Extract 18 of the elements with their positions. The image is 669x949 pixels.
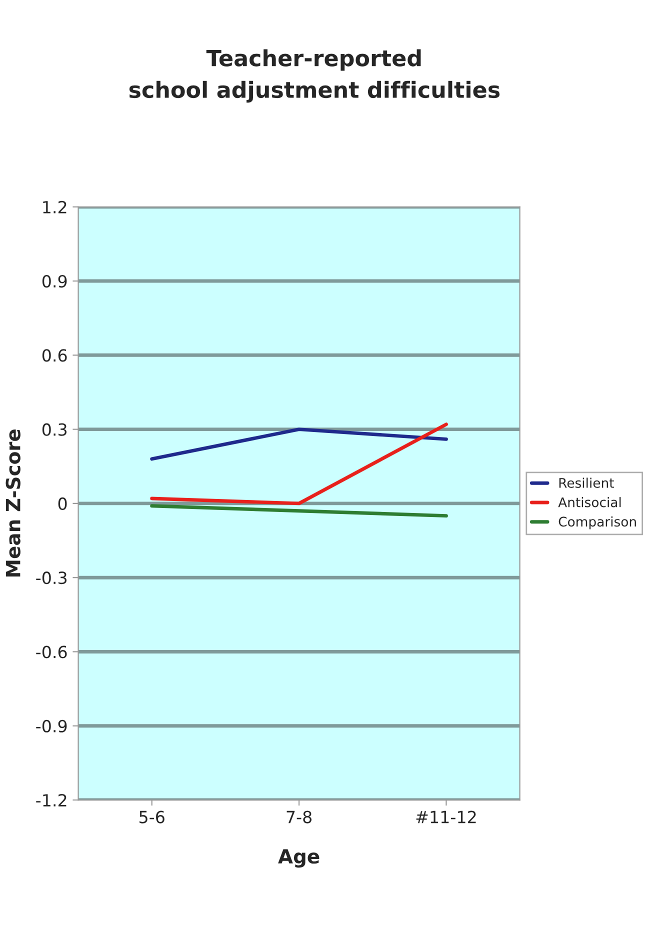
y-tick-label: -0.9 xyxy=(36,720,67,732)
y-axis-title: Mean Z-Score xyxy=(6,430,20,577)
y-tick-label: -0.3 xyxy=(36,572,67,584)
x-tick-label: #11-12 xyxy=(416,810,476,824)
legend-label: Comparison xyxy=(558,516,636,530)
y-tick-label: -0.6 xyxy=(36,646,67,658)
y-tick-label: 0.6 xyxy=(42,349,67,362)
x-tick-label: 7-8 xyxy=(286,810,312,824)
x-axis-title: Age xyxy=(278,849,320,868)
y-tick-label: 0 xyxy=(58,497,67,510)
legend-label: Resilient xyxy=(559,478,614,488)
chart-title: Teacher-reported school adjustment difficulties xyxy=(129,49,500,103)
y-tick-label: 0.9 xyxy=(42,274,67,288)
y-tick-label: 0.3 xyxy=(42,423,67,436)
legend-label: Antisocial xyxy=(558,497,621,508)
x-tick-label: 5-6 xyxy=(140,810,164,824)
y-tick-label: -1.2 xyxy=(36,794,66,806)
y-tick-label: 1.2 xyxy=(43,200,66,214)
